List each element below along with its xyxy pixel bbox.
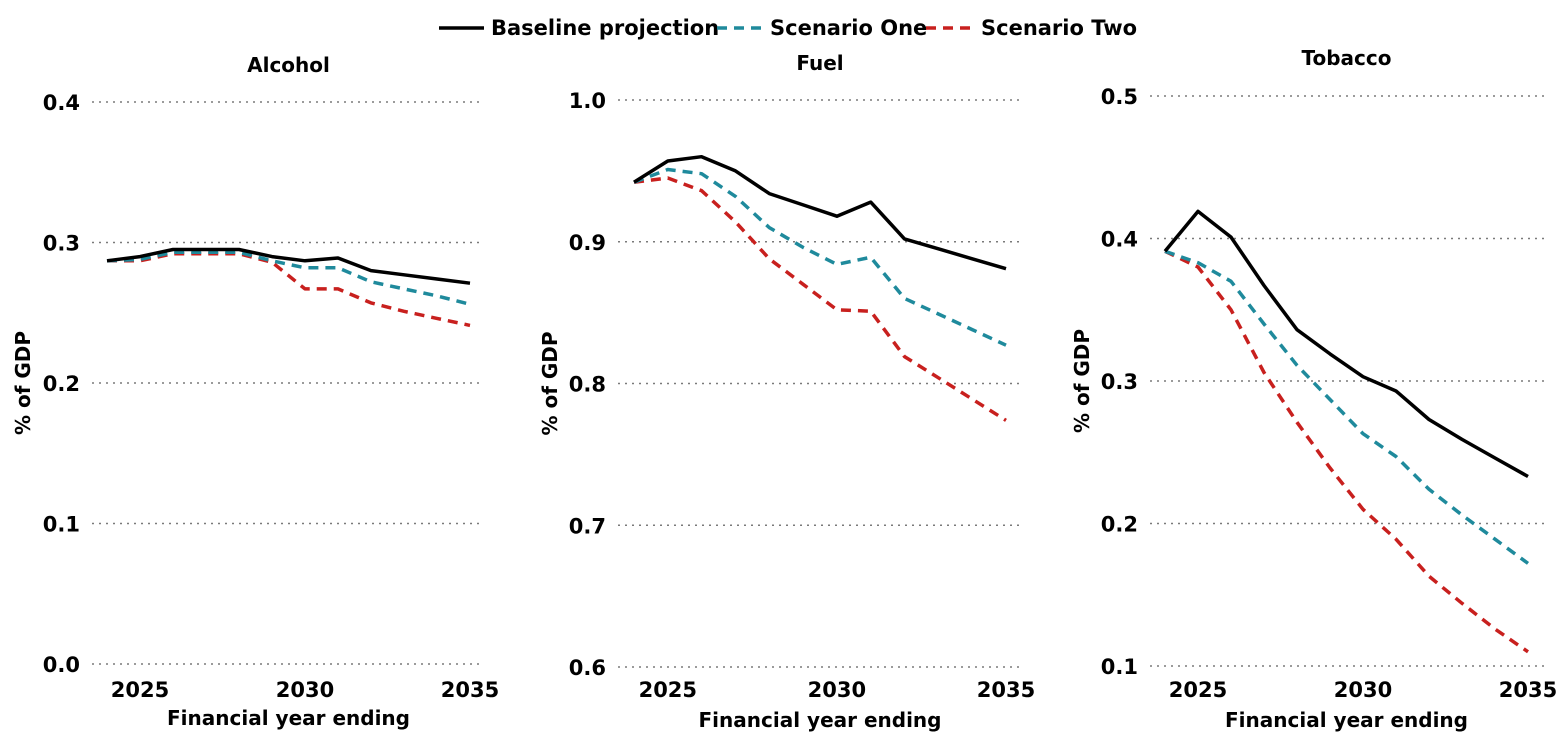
- panel-tobacco: 0.1 0.2 0.3 0.4 0.5 2025 2030 2035 Tobacco Financ…: [1070, 46, 1557, 732]
- y-tick-label: 0.1: [1101, 655, 1138, 679]
- y-axis-title: % of GDP: [11, 331, 35, 435]
- chart-panels: 0.0 0.1 0.2 0.3 0.4 2025 2030 2035 Alcohol Financ…: [11, 46, 1557, 732]
- y-tick-label: 0.4: [43, 91, 80, 115]
- chart-legend: Baseline projection Scenario One Scenario …: [439, 16, 1137, 40]
- series-line-scenario-one: [1164, 249, 1530, 565]
- x-axis-title: Financial year ending: [699, 708, 942, 732]
- legend-label-baseline-projection: Baseline projection: [491, 16, 719, 40]
- x-tick-label: 2030: [808, 678, 866, 702]
- x-tick-label: 2025: [111, 678, 169, 702]
- y-tick-label: 0.9: [569, 231, 606, 255]
- series-line-scenario-two: [107, 251, 471, 328]
- x-tick-label: 2025: [639, 678, 697, 702]
- series-line-scenario-one: [633, 167, 1007, 347]
- y-tick-label: 0.6: [569, 656, 606, 680]
- legend-label-scenario-one: Scenario One: [770, 16, 927, 40]
- panel-title: Alcohol: [247, 53, 330, 77]
- series-line-baseline-projection: [633, 154, 1007, 271]
- x-axis-title: Financial year ending: [1225, 708, 1468, 732]
- y-tick-label: 0.8: [569, 373, 606, 397]
- series-line-scenario-two: [1164, 249, 1529, 654]
- legend-label-scenario-two: Scenario Two: [981, 16, 1137, 40]
- x-axis-title: Financial year ending: [167, 706, 410, 730]
- panel-alcohol: 0.0 0.1 0.2 0.3 0.4 2025 2030 2035 Alcohol Financ…: [11, 53, 499, 730]
- y-tick-label: 0.2: [1101, 513, 1138, 537]
- y-axis-title: % of GDP: [1070, 329, 1094, 433]
- x-tick-label: 2025: [1169, 678, 1227, 702]
- y-tick-label: 1.0: [569, 89, 606, 113]
- x-tick-label: 2030: [276, 678, 334, 702]
- panel-fuel: 0.6 0.7 0.8 0.9 1.0 2025 2030 2035 Fuel Financial…: [538, 51, 1035, 732]
- series-line-scenario-two: [633, 176, 1007, 422]
- x-tick-label: 2035: [441, 678, 499, 702]
- panel-title: Tobacco: [1302, 46, 1392, 70]
- y-tick-label: 0.5: [1101, 85, 1138, 109]
- y-tick-label: 0.1: [43, 513, 80, 537]
- x-tick-label: 2035: [977, 678, 1035, 702]
- y-tick-label: 0.2: [43, 372, 80, 396]
- y-tick-label: 0.3: [1101, 370, 1138, 394]
- y-tick-label: 0.0: [43, 653, 80, 677]
- series-line-scenario-one: [106, 250, 471, 306]
- panel-title: Fuel: [796, 51, 843, 75]
- y-tick-label: 0.3: [43, 232, 80, 256]
- x-tick-label: 2035: [1499, 678, 1557, 702]
- y-tick-label: 0.4: [1101, 228, 1138, 252]
- series-line-baseline-projection: [106, 247, 471, 285]
- y-tick-label: 0.7: [569, 514, 606, 538]
- series-line-baseline-projection: [1163, 209, 1529, 479]
- y-axis-title: % of GDP: [538, 331, 562, 435]
- x-tick-label: 2030: [1334, 678, 1392, 702]
